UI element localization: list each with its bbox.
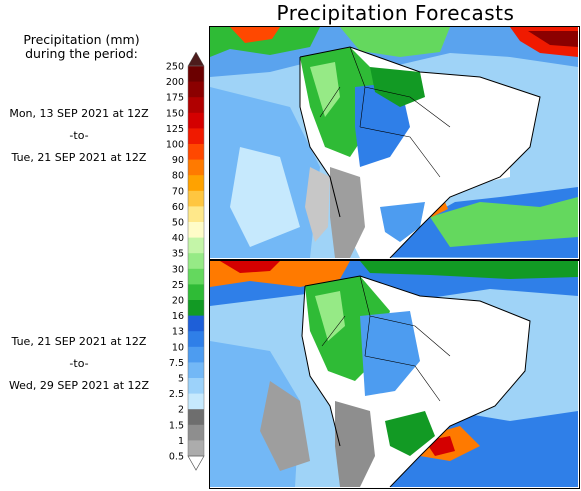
colorbar-tick-label: 30 xyxy=(172,264,184,275)
colorbar-tick-label: 35 xyxy=(172,249,184,260)
forecast-map-period-1 xyxy=(209,26,580,260)
colorbar-tick-label: 1.5 xyxy=(169,420,184,431)
period-2-end: Wed, 29 SEP 2021 at 12Z xyxy=(8,379,150,392)
colorbar-tick-label: 40 xyxy=(172,233,184,244)
colorbar-swatch xyxy=(188,253,204,270)
colorbar-swatch xyxy=(188,144,204,161)
colorbar-tick-label: 200 xyxy=(166,77,184,88)
colorbar-tick-label: 0.5 xyxy=(169,452,184,463)
colorbar-tick-label: 1 xyxy=(178,436,184,447)
colorbar-tick-label: 80 xyxy=(172,171,184,182)
colorbar-swatch xyxy=(188,331,204,348)
colorbar-tick-label: 60 xyxy=(172,202,184,213)
colorbar-tick-label: 13 xyxy=(172,327,184,338)
colorbar-tick-label: 2.5 xyxy=(169,389,184,400)
colorbar-swatch xyxy=(188,97,204,114)
colorbar-swatch xyxy=(188,81,204,98)
colorbar-swatch xyxy=(188,440,204,457)
colorbar-swatch xyxy=(188,315,204,332)
colorbar-tick-label: 90 xyxy=(172,155,184,166)
colorbar-tick-label: 100 xyxy=(166,140,184,151)
precip-field-map-1 xyxy=(210,27,578,258)
colorbar-swatch xyxy=(188,362,204,379)
colorbar-tick-label: 20 xyxy=(172,296,184,307)
colorbar-swatch xyxy=(188,268,204,285)
colorbar-swatch xyxy=(188,175,204,192)
period-2-start: Tue, 21 SEP 2021 at 12Z xyxy=(11,335,147,348)
colorbar-tick-label: 16 xyxy=(172,311,184,322)
colorbar-tick-label: 70 xyxy=(172,186,184,197)
colorbar-tick-label: 10 xyxy=(172,342,184,353)
colorbar-swatch xyxy=(188,66,204,83)
colorbar-tick-label: 5 xyxy=(178,374,184,385)
colorbar-tick-label: 150 xyxy=(166,108,184,119)
colorbar-tick-label: 25 xyxy=(172,280,184,291)
page-title: Precipitation Forecasts xyxy=(276,1,515,25)
colorbar-tick-label: 50 xyxy=(172,218,184,229)
period-2-sep: -to- xyxy=(69,357,89,370)
colorbar-tick-label: 125 xyxy=(166,124,184,135)
colorbar-subtitle: Precipitation (mm) during the period: xyxy=(0,33,163,61)
forecast-map-period-2 xyxy=(209,260,580,489)
colorbar-swatch xyxy=(188,190,204,207)
precip-field-map-2 xyxy=(210,261,578,487)
colorbar-swatch xyxy=(188,346,204,363)
colorbar-swatch xyxy=(188,206,204,223)
colorbar-bottom-arrow xyxy=(187,455,205,471)
subtitle-line-2: during the period: xyxy=(25,46,138,61)
colorbar-swatch xyxy=(188,112,204,129)
colorbar-swatch xyxy=(188,409,204,426)
period-1-sep: -to- xyxy=(69,129,89,142)
colorbar-swatch xyxy=(188,237,204,254)
colorbar-tick-label: 175 xyxy=(166,93,184,104)
period-1-start: Mon, 13 SEP 2021 at 12Z xyxy=(9,107,149,120)
subtitle-line-1: Precipitation (mm) xyxy=(23,32,140,47)
period-1-label: Mon, 13 SEP 2021 at 12Z -to- Tue, 21 SEP… xyxy=(0,103,158,169)
colorbar-tick-label: 7.5 xyxy=(169,358,184,369)
colorbar-swatch xyxy=(188,284,204,301)
colorbar-swatch xyxy=(188,222,204,239)
colorbar-swatch xyxy=(188,424,204,441)
colorbar-outline xyxy=(187,65,205,457)
colorbar-swatch xyxy=(188,159,204,176)
colorbar-tick-label: 250 xyxy=(166,62,184,73)
colorbar-swatch xyxy=(188,378,204,395)
colorbar-swatch xyxy=(188,300,204,317)
colorbar-top-arrow xyxy=(187,51,205,67)
period-1-end: Tue, 21 SEP 2021 at 12Z xyxy=(11,151,147,164)
colorbar-swatch xyxy=(188,393,204,410)
colorbar-tick-label: 2 xyxy=(178,405,184,416)
colorbar-swatch xyxy=(188,128,204,145)
period-2-label: Tue, 21 SEP 2021 at 12Z -to- Wed, 29 SEP… xyxy=(0,331,158,397)
